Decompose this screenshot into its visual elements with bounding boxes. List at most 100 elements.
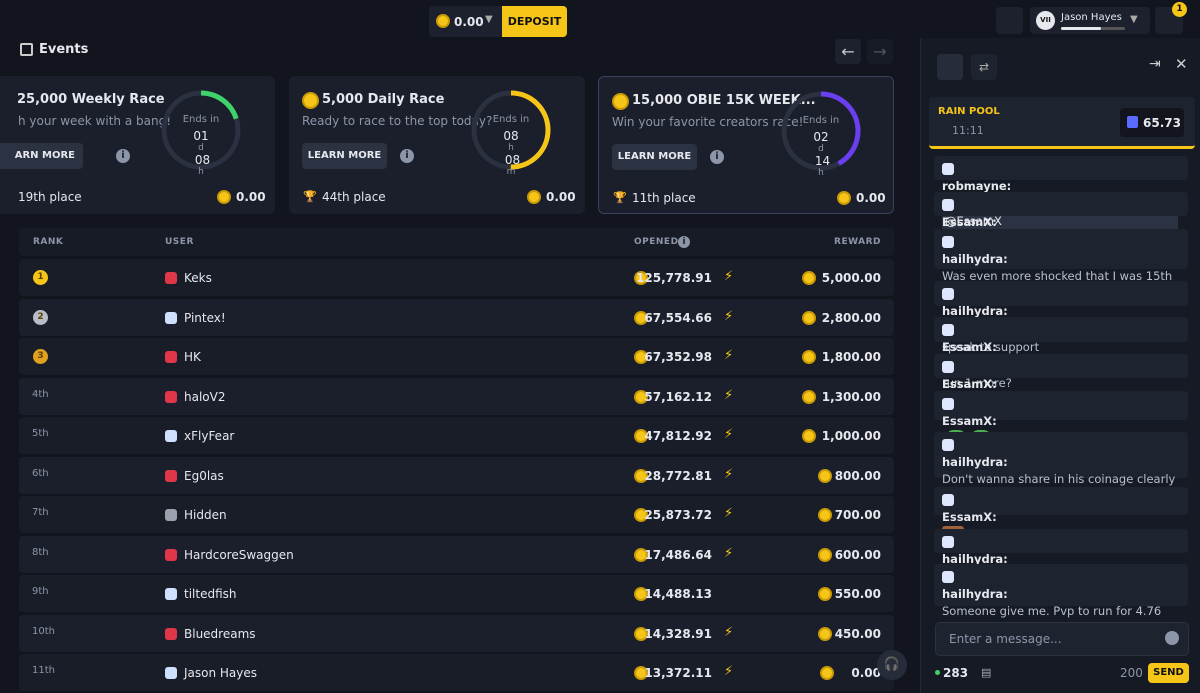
rain-amount-box: 65.73 <box>1120 108 1184 137</box>
learn-more-button[interactable]: ARN MORE <box>0 143 83 169</box>
rank-medal: 1 <box>33 270 48 285</box>
countdown: 02 d 14 h <box>779 130 863 178</box>
coin-icon <box>818 547 833 562</box>
bolt-icon: ⚡ <box>724 387 734 403</box>
race-title: 15,000 OBIE 15K WEEK... <box>632 93 816 108</box>
next-button[interactable]: → <box>867 39 893 64</box>
coin-icon <box>634 468 648 483</box>
chat-panel: ⇄ ⇥ ✕ RAIN POOL 11:11 65.73 robmayne:Good batt… <box>920 38 1200 693</box>
coin-icon <box>634 547 648 562</box>
opened: 14,328.91 <box>644 626 712 641</box>
collapse-button[interactable]: ⇥ <box>1149 56 1161 72</box>
char-limit: 200 <box>1120 666 1143 680</box>
reward: 800.00 <box>834 468 881 483</box>
chat-message: hailhydra:@xlLove-speak to support <box>934 281 1188 354</box>
column-header: RANK <box>33 237 64 247</box>
countdown-part: 08 <box>503 129 519 143</box>
bolt-icon: ⚡ <box>724 545 734 561</box>
balance-pill[interactable]: 0.00 ▼ <box>429 6 503 37</box>
user-avatar <box>942 536 954 548</box>
coin-icon <box>802 310 817 325</box>
deposit-button[interactable]: DEPOSIT <box>502 6 567 37</box>
dropdown-icon: ▼ <box>1130 14 1138 25</box>
username: Pintex! <box>184 310 226 325</box>
countdown-ring <box>471 90 551 170</box>
countdown: 08 h 08 m <box>469 129 553 177</box>
learn-more-button[interactable]: LEARN MORE <box>612 144 697 170</box>
opened: 28,772.81 <box>644 468 712 483</box>
coin-icon <box>634 350 648 364</box>
rank: 7th <box>32 507 49 518</box>
events-title: Events <box>39 42 89 57</box>
race-place: 19th place <box>18 190 82 204</box>
username: Jason Hayes <box>1061 12 1122 23</box>
swap-button[interactable]: ⇄ <box>971 54 997 80</box>
race-prize: 0.00 <box>236 190 266 204</box>
chat-message: EssamX: <box>934 391 1188 448</box>
reward: 450.00 <box>834 626 881 641</box>
reward: 550.00 <box>834 587 881 601</box>
balance: 0.00 <box>454 15 484 29</box>
reward: 600.00 <box>834 547 881 562</box>
message-input[interactable]: Enter a message... <box>935 622 1189 656</box>
rules-icon: ▤ <box>981 666 992 679</box>
coin-icon <box>612 93 629 110</box>
bolt-icon: ⚡ <box>724 664 734 679</box>
race-prize: 0.00 <box>856 191 886 205</box>
user-pill[interactable]: VII Jason Hayes ▼ <box>1030 7 1150 34</box>
user-avatar <box>165 351 177 363</box>
rank: 10th <box>32 625 55 637</box>
user-avatar <box>942 236 954 248</box>
column-header: OPENED <box>634 237 679 247</box>
user-avatar <box>942 163 954 175</box>
chat-user: hailhydra: <box>942 455 1008 469</box>
user-avatar <box>942 571 954 583</box>
wallet-button[interactable] <box>996 7 1023 34</box>
user-avatar <box>942 439 954 451</box>
user-avatar <box>165 548 177 561</box>
user-avatar <box>942 199 954 211</box>
rain-time: 11:11 <box>952 124 984 137</box>
coin-icon <box>802 429 817 443</box>
bolt-icon: ⚡ <box>724 269 734 284</box>
emoji-button[interactable] <box>1165 631 1179 645</box>
rank: 4th <box>32 388 49 400</box>
username: haloV2 <box>184 389 226 404</box>
chat-message: EssamX:why u called bots so fast <box>934 354 1188 408</box>
countdown-part: d <box>198 143 204 153</box>
countdown-part: h <box>508 143 514 153</box>
chat-message: hailhydra: Don't wanna share in his coina… <box>934 432 1188 503</box>
opened: 14,488.13 <box>644 587 712 601</box>
race-title: 5,000 Daily Race <box>322 92 445 107</box>
chat-button[interactable] <box>937 54 963 80</box>
reward: 1,300.00 <box>821 389 881 404</box>
opened: 47,812.92 <box>644 429 712 443</box>
race-subtitle: h your week with a bang! <box>18 114 172 128</box>
rank: 6th <box>32 467 49 479</box>
bolt-icon: ⚡ <box>724 427 734 442</box>
coin-icon <box>818 468 833 483</box>
opened: 25,873.72 <box>644 508 712 522</box>
user-avatar <box>165 509 177 521</box>
chat-user: hailhydra: <box>942 252 1008 266</box>
rain-title: RAIN POOL <box>938 106 1000 117</box>
support-button[interactable]: 🎧 <box>877 650 907 680</box>
chat-message: hailhydra: Was even more shocked that I w… <box>934 229 1188 300</box>
countdown-part: 01 <box>193 129 209 143</box>
send-button[interactable]: SEND <box>1148 663 1189 683</box>
prev-button[interactable]: ← <box>835 39 861 64</box>
opened: 57,162.12 <box>644 389 712 404</box>
chat-user: EssamX: <box>942 414 997 428</box>
online-count: 283 <box>943 666 969 680</box>
coin-icon <box>818 587 833 601</box>
user-avatar <box>165 311 177 324</box>
user-avatar <box>165 469 177 482</box>
leaderboard-row: 8th HardcoreSwaggen 17,486.64 ⚡ 600.00 <box>19 535 894 573</box>
info-icon: i <box>116 149 130 163</box>
chat-user: EssamX: <box>942 340 997 354</box>
leaderboard-row: 7th Hidden 25,873.72 ⚡ 700.00 <box>19 496 894 533</box>
coin-icon <box>818 508 833 522</box>
learn-more-button[interactable]: LEARN MORE <box>302 143 387 169</box>
close-button[interactable]: ✕ <box>1175 55 1188 73</box>
